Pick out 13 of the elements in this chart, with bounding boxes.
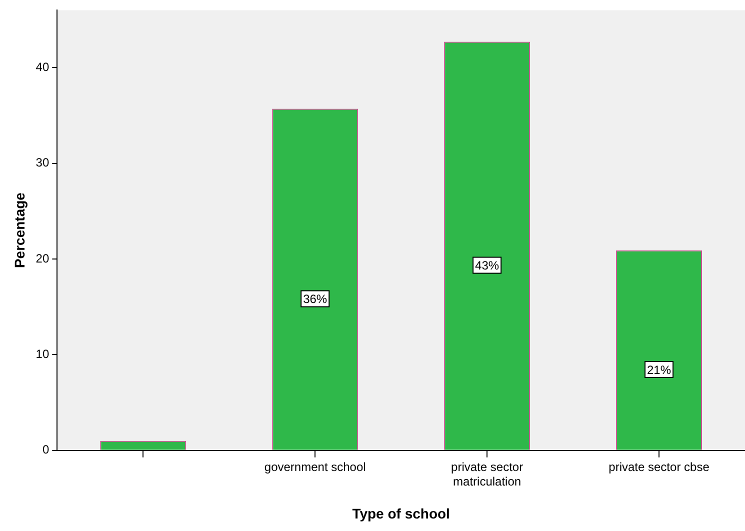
y-tick-label: 20 — [36, 251, 50, 266]
x-axis-title: Type of school — [352, 505, 450, 522]
y-tick-label: 30 — [36, 156, 50, 170]
data-label: 36% — [303, 292, 328, 306]
x-tick-label: private sector cbse — [608, 460, 710, 474]
y-axis-title: Percentage — [11, 192, 28, 268]
x-tick-label: private sector matriculation — [451, 460, 524, 488]
x-tick-label: government school — [264, 460, 366, 474]
data-label: 43% — [475, 258, 500, 273]
y-tick-label: 10 — [36, 347, 50, 362]
y-tick-label: 0 — [42, 442, 50, 457]
data-label: 21% — [647, 362, 672, 377]
y-tick-label: 40 — [36, 60, 50, 74]
